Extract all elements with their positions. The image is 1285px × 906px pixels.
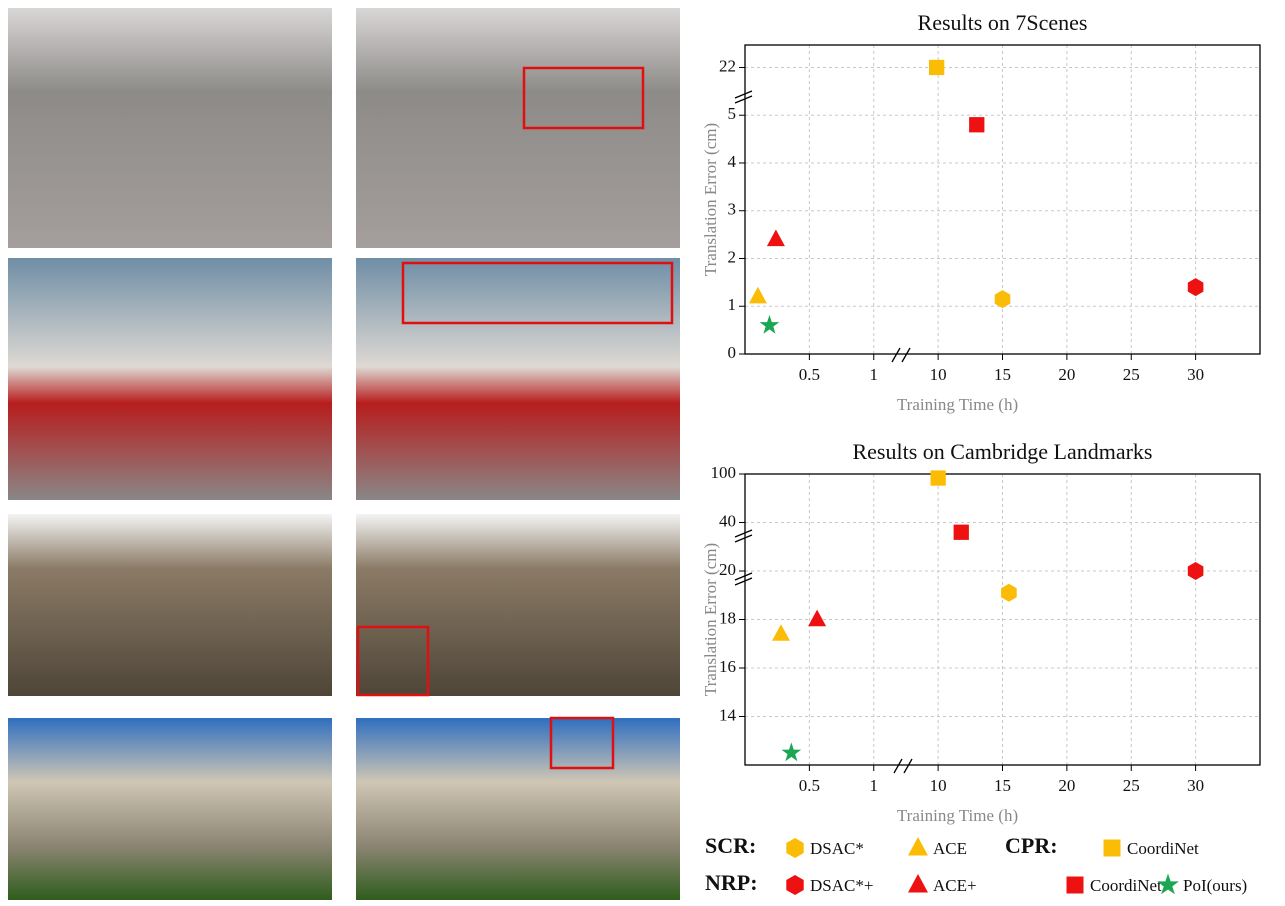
x-tick-label: 25	[1123, 776, 1140, 795]
x-tick-label: 15	[994, 365, 1011, 384]
y-tick-label: 14	[719, 705, 737, 724]
x-tick-label: 1	[870, 365, 879, 384]
legend-marker	[908, 837, 928, 856]
axis-breaks	[735, 91, 912, 773]
y-tick-label: 20	[719, 560, 736, 579]
legend-label: DSAC*	[810, 839, 864, 858]
legend-marker	[786, 875, 803, 895]
data-point	[767, 230, 785, 247]
y-tick-label: 4	[728, 152, 737, 171]
y-tick-label: 1	[728, 295, 737, 314]
x-tick-label: 15	[994, 776, 1011, 795]
x-axis-title: Training Time (h)	[897, 395, 1018, 414]
data-point	[1001, 584, 1017, 602]
y-tick-label: 18	[719, 608, 736, 627]
legend-label: ACE	[933, 839, 967, 858]
x-tick-label: 0.5	[799, 365, 820, 384]
data-point	[1188, 278, 1204, 296]
photo	[356, 514, 680, 696]
x-tick-label: 20	[1058, 776, 1075, 795]
x-tick-label: 30	[1187, 365, 1204, 384]
legend-group-label: SCR:	[705, 833, 756, 858]
data-point	[749, 287, 767, 304]
x-tick-label: 1	[870, 776, 879, 795]
y-tick-label: 5	[728, 104, 737, 123]
y-tick-label: 3	[728, 200, 737, 219]
data-point	[954, 525, 969, 540]
data-point	[1188, 562, 1204, 580]
data-point	[772, 624, 790, 641]
y-tick-label: 2	[728, 247, 737, 266]
y-tick-label: 100	[711, 463, 737, 482]
legend-group-label: NRP:	[705, 870, 758, 895]
photo	[356, 258, 680, 500]
x-tick-label: 0.5	[799, 776, 820, 795]
chart-title: Results on Cambridge Landmarks	[852, 439, 1152, 464]
x-axis-title: Training Time (h)	[897, 806, 1018, 825]
data-point	[969, 117, 984, 132]
photo	[8, 258, 332, 500]
legend-marker	[1104, 840, 1121, 857]
figure: Results on 7Scenes 0.5 1 10 15 20 25 30 0 1 2 3 4 5 22…	[0, 0, 1285, 901]
legend-label: CoordiNet	[1127, 839, 1199, 858]
x-tick-label: 10	[930, 365, 947, 384]
y-tick-label: 22	[719, 56, 736, 75]
photo	[8, 8, 332, 248]
photo-grid	[8, 8, 680, 900]
x-tick-label: 20	[1058, 365, 1075, 384]
data-point	[808, 610, 826, 627]
photo	[8, 718, 332, 900]
legend-group-label: CPR:	[1005, 833, 1058, 858]
charts: Results on 7Scenes 0.5 1 10 15 20 25 30 0 1 2 3 4 5 22…	[701, 10, 1260, 895]
data-point	[929, 60, 944, 75]
legend-label: CoordiNet+	[1090, 876, 1171, 895]
legend-marker	[786, 838, 803, 858]
data-point	[931, 470, 946, 485]
y-axis-title: Translation Error (cm)	[701, 123, 720, 276]
data-point	[782, 743, 802, 762]
x-tick-label: 10	[930, 776, 947, 795]
x-tick-label: 25	[1123, 365, 1140, 384]
chart-title: Results on 7Scenes	[918, 10, 1088, 35]
y-tick-label: 16	[719, 657, 736, 676]
photo	[356, 718, 680, 900]
legend-marker	[908, 874, 928, 893]
data-point	[995, 290, 1011, 308]
legend-label: ACE+	[933, 876, 977, 895]
y-tick-label: 0	[728, 343, 737, 362]
data-point	[760, 315, 780, 334]
y-axis-title: Translation Error (cm)	[701, 543, 720, 696]
y-tick-label: 40	[719, 511, 736, 530]
legend-label: PoI(ours)	[1183, 876, 1247, 895]
x-tick-label: 30	[1187, 776, 1204, 795]
legend-marker	[1067, 877, 1084, 894]
photo	[8, 514, 332, 696]
legend-label: DSAC*+	[810, 876, 873, 895]
